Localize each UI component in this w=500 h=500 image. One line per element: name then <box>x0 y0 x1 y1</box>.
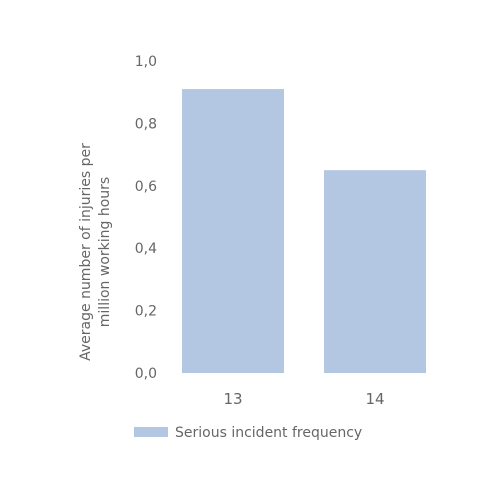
y-tick-label: 1,0 <box>135 54 157 70</box>
y-tick-label: 0,6 <box>135 179 157 195</box>
bar-14 <box>324 170 426 373</box>
y-axis-label-line: million working hours <box>97 177 113 327</box>
y-axis-label-line: Average number of injuries per <box>78 143 94 361</box>
y-axis-title: Average number of injuries per million wo… <box>78 143 113 361</box>
x-tick-label: 13 <box>223 390 242 408</box>
legend-label: Serious incident frequency <box>175 425 362 441</box>
y-tick-label: 0,4 <box>135 241 157 257</box>
bars <box>182 89 426 373</box>
x-axis-ticks: 13 14 <box>223 390 384 408</box>
y-tick-label: 0,8 <box>135 116 157 132</box>
legend: Serious incident frequency <box>134 425 362 441</box>
y-tick-label: 0,2 <box>135 304 157 320</box>
bar-13 <box>182 89 284 373</box>
y-axis-ticks: 0,0 0,2 0,4 0,6 0,8 1,0 <box>135 54 157 382</box>
y-tick-label: 0,0 <box>135 366 157 382</box>
legend-swatch <box>134 427 168 437</box>
x-tick-label: 14 <box>365 390 384 408</box>
y-axis-label: Average number of injuries per million wo… <box>78 143 113 361</box>
